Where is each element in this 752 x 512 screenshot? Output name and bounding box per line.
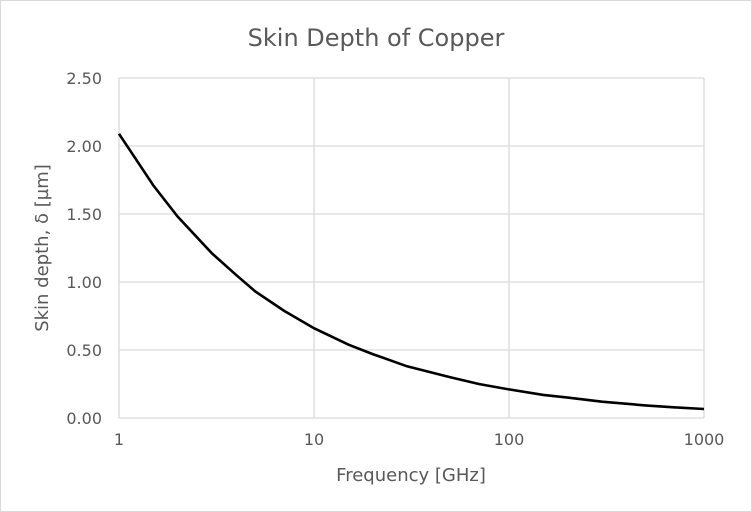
chart-title: Skin Depth of Copper [248,24,505,52]
y-tick-label: 2.50 [66,69,102,88]
series-line-group [117,133,705,411]
y-axis-ticks: 0.00 0.50 1.00 1.50 2.00 2.50 [66,69,102,428]
y-axis-label: Skin depth, δ [µm] [32,164,53,332]
y-tick-label: 1.00 [66,273,102,292]
x-tick-label: 1000 [684,430,725,449]
x-tick-label: 100 [494,430,525,449]
x-tick-label: 1 [114,430,124,449]
x-tick-label: 10 [304,430,324,449]
grid [118,77,705,419]
x-axis-ticks: 1 10 100 1000 [114,430,724,449]
y-tick-label: 1.50 [66,205,102,224]
y-tick-label: 2.00 [66,137,102,156]
series-line [117,133,705,411]
x-axis-label: Frequency [GHz] [336,465,486,486]
y-tick-label: 0.50 [66,341,102,360]
y-tick-label: 0.00 [66,409,102,428]
